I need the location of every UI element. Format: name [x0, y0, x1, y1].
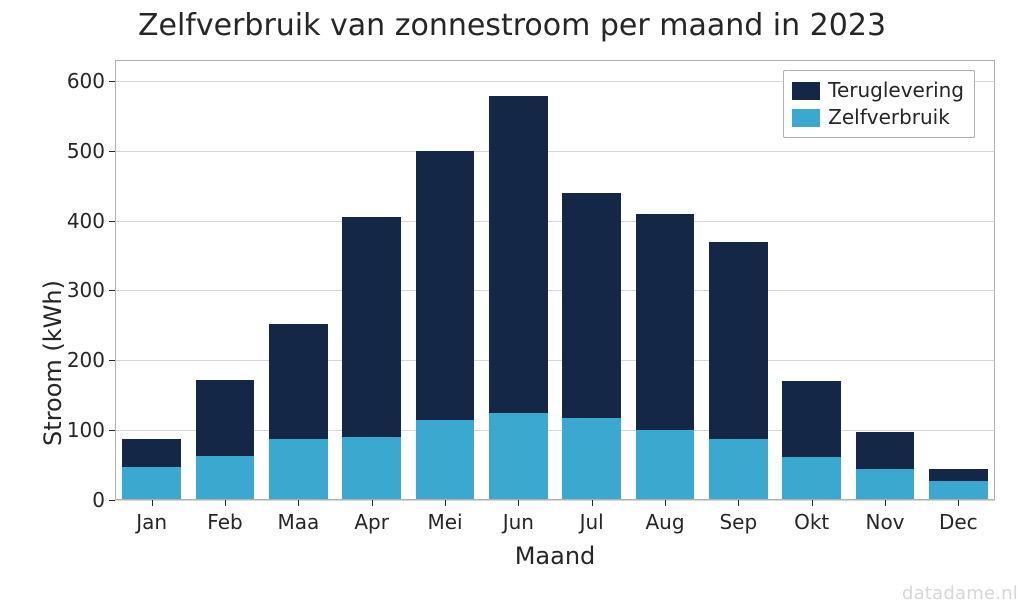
gridline [115, 500, 995, 501]
y-tick-label: 200 [67, 348, 115, 372]
bar-teruglevering [709, 242, 768, 440]
bar-teruglevering [342, 217, 401, 437]
y-tick-label: 400 [67, 209, 115, 233]
bar-zelfverbruik [562, 418, 621, 500]
bar-teruglevering [636, 214, 695, 431]
legend-item: Teruglevering [792, 77, 964, 104]
bar-zelfverbruik [342, 437, 401, 500]
y-tick-label: 300 [67, 278, 115, 302]
bar-zelfverbruik [416, 420, 475, 500]
bar-teruglevering [489, 96, 548, 413]
bar-zelfverbruik [196, 456, 255, 500]
bar-teruglevering [122, 439, 181, 467]
y-tick-label: 100 [67, 418, 115, 442]
bar-teruglevering [416, 151, 475, 420]
legend-swatch [792, 82, 820, 100]
axis-spine [115, 60, 995, 61]
bar-zelfverbruik [929, 481, 988, 500]
watermark: datadame.nl [902, 583, 1018, 604]
x-tick-label: Okt [794, 500, 829, 534]
axis-spine [115, 499, 995, 500]
gridline [115, 290, 995, 291]
y-axis-label: Stroom (kWh) [39, 280, 67, 446]
bar-zelfverbruik [122, 467, 181, 500]
legend-swatch [792, 109, 820, 127]
bar-teruglevering [782, 381, 841, 456]
bar-teruglevering [929, 469, 988, 482]
bar-teruglevering [269, 324, 328, 439]
bar-teruglevering [856, 432, 915, 469]
bar-zelfverbruik [782, 457, 841, 500]
legend-item: Zelfverbruik [792, 104, 964, 131]
bar-teruglevering [562, 193, 621, 417]
legend-label: Zelfverbruik [828, 104, 950, 131]
x-tick-label: Feb [207, 500, 242, 534]
bar-zelfverbruik [709, 439, 768, 500]
bar-zelfverbruik [489, 413, 548, 500]
x-tick-label: Apr [354, 500, 389, 534]
chart-title: Zelfverbruik van zonnestroom per maand i… [0, 8, 1024, 43]
x-tick-label: Maa [277, 500, 319, 534]
gridline [115, 151, 995, 152]
x-tick-label: Mei [427, 500, 462, 534]
x-axis-label: Maand [515, 542, 596, 570]
plot-area: Stroom (kWh) Maand 0100200300400500600Ja… [115, 60, 995, 500]
bar-zelfverbruik [636, 430, 695, 500]
y-tick-label: 600 [67, 69, 115, 93]
y-tick-mark [109, 500, 115, 501]
x-tick-label: Dec [939, 500, 978, 534]
axis-spine [994, 60, 995, 500]
gridline [115, 360, 995, 361]
bar-zelfverbruik [269, 439, 328, 500]
chart-container: Zelfverbruik van zonnestroom per maand i… [0, 0, 1024, 604]
gridline [115, 221, 995, 222]
legend-label: Teruglevering [828, 77, 964, 104]
x-tick-label: Nov [865, 500, 904, 534]
bar-teruglevering [196, 380, 255, 456]
legend: TerugleveringZelfverbruik [783, 70, 975, 138]
x-tick-label: Jul [580, 500, 604, 534]
x-tick-label: Jun [503, 500, 534, 534]
axis-spine [115, 60, 116, 500]
x-tick-label: Sep [719, 500, 757, 534]
bar-zelfverbruik [856, 469, 915, 500]
y-tick-label: 500 [67, 139, 115, 163]
x-tick-label: Jan [136, 500, 167, 534]
x-tick-label: Aug [645, 500, 684, 534]
